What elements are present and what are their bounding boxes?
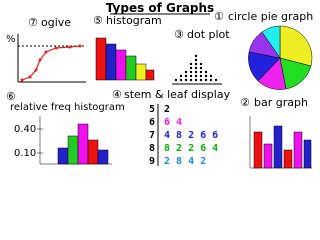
panel-number: ④ xyxy=(112,88,122,101)
panel-number: ① xyxy=(214,10,224,23)
stem: 9 xyxy=(149,156,155,167)
leaves: 8 2 2 6 4 xyxy=(164,143,218,154)
histogram-chart xyxy=(95,37,155,81)
leaves: 6 4 xyxy=(164,117,182,128)
ogive-chart xyxy=(17,34,86,83)
leaves: 2 xyxy=(164,104,170,115)
slide: Types of Graphs ⑦ ogive % ⑤ histogram ① … xyxy=(6,1,314,169)
panel-number: ⑦ xyxy=(28,16,38,29)
title: Types of Graphs xyxy=(106,1,214,15)
panel-number: ⑤ xyxy=(93,14,103,27)
stem: 5 xyxy=(149,104,155,115)
dot-plot-chart xyxy=(172,54,222,85)
relative-freq-chart xyxy=(37,116,112,165)
stem: 8 xyxy=(149,143,155,154)
panel-label: ogive xyxy=(41,16,71,29)
stem: 7 xyxy=(149,130,155,141)
leaves: 2 8 4 2 xyxy=(164,156,206,167)
panel-label: dot plot xyxy=(187,28,230,41)
panel-label: relative freq histogram xyxy=(10,102,125,113)
panel-number: ② xyxy=(240,96,250,109)
panel-label: histogram xyxy=(106,14,162,27)
tick-label: 0.40 xyxy=(14,124,36,135)
pie-chart xyxy=(248,25,313,90)
panel-label: circle pie graph xyxy=(228,10,313,23)
panel-label: stem & leaf display xyxy=(124,88,231,101)
bar-graph-chart xyxy=(249,116,312,169)
leaves: 4 8 2 6 6 xyxy=(164,130,218,141)
panel-number: ⑥ xyxy=(6,90,16,103)
panel-label: bar graph xyxy=(254,96,308,109)
stem: 6 xyxy=(149,117,155,128)
panel-number: ③ xyxy=(174,28,184,41)
tick-label: 0.10 xyxy=(14,148,36,159)
stem-leaf-table: 5 26 6 4 7 4 8 2 6 6 8 8 2 2 6 4 9 2 8 4 2 xyxy=(149,104,218,167)
axis-label: % xyxy=(6,34,16,45)
